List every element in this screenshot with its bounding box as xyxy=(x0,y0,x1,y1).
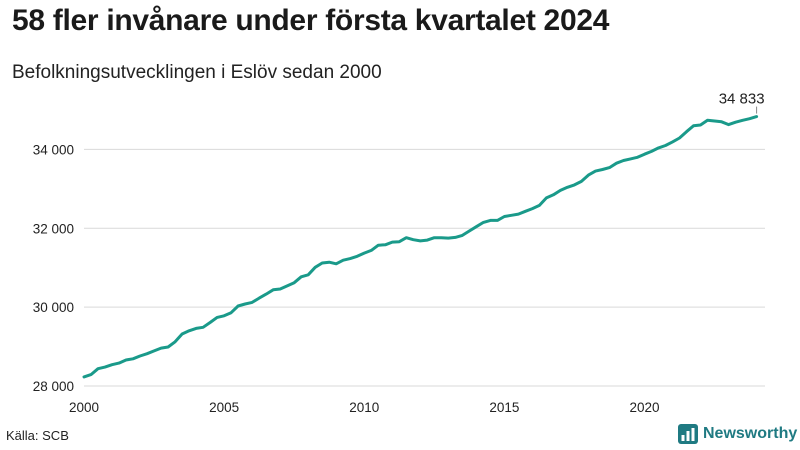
series-layer xyxy=(82,115,759,379)
x-tick-label: 2000 xyxy=(69,400,99,415)
x-tick-label: 2010 xyxy=(349,400,379,415)
y-tick-label: 28 000 xyxy=(33,379,74,394)
bar-chart-icon xyxy=(678,424,698,444)
source-note: Källa: SCB xyxy=(6,428,69,443)
series-line xyxy=(82,115,759,379)
x-tick-label: 2015 xyxy=(489,400,519,415)
y-tick-label: 32 000 xyxy=(33,221,74,236)
x-tick-label: 2020 xyxy=(629,400,659,415)
y-tick-label: 30 000 xyxy=(33,300,74,315)
y-tick-label: 34 000 xyxy=(33,142,74,157)
last-value-label: 34 833 xyxy=(719,91,765,108)
brand-name: Newsworthy xyxy=(703,425,798,442)
grid-layer xyxy=(84,148,765,387)
x-tick-label: 2005 xyxy=(209,400,239,415)
brand-logo: Newsworthy xyxy=(678,424,797,444)
annotation-layer: 34 833 xyxy=(719,91,765,114)
chart-subtitle: Befolkningsutvecklingen i Eslöv sedan 20… xyxy=(12,62,382,83)
chart-title: 58 fler invånare under första kvartalet … xyxy=(12,4,610,37)
axis-layer: 28 000 30 000 32 000 34 000 2000 2005 2010 2015… xyxy=(33,142,660,415)
